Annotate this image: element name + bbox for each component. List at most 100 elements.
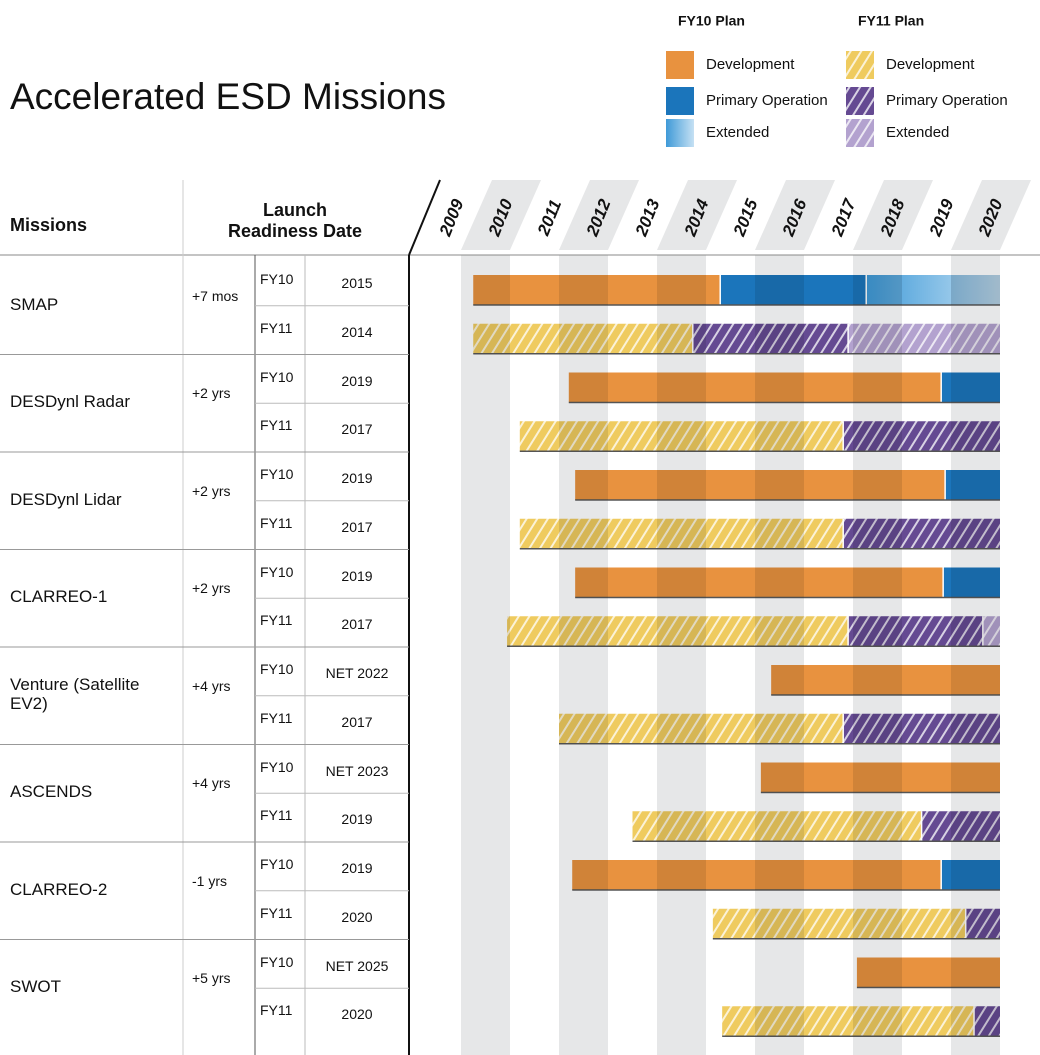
year-header-band bbox=[461, 180, 541, 250]
bar-segment bbox=[945, 470, 1000, 500]
bar-segment bbox=[941, 860, 1000, 890]
date: 2017 bbox=[341, 713, 373, 730]
band-shade bbox=[856, 957, 902, 988]
launch-header: Launch Readiness Date bbox=[220, 200, 370, 241]
mission-name: CLARREO-1 bbox=[10, 587, 108, 607]
date: 2017 bbox=[341, 421, 373, 438]
date: 2020 bbox=[341, 908, 373, 925]
year-label: 2009 bbox=[435, 196, 467, 240]
year-header-band bbox=[559, 180, 639, 250]
band-shade bbox=[853, 275, 902, 305]
bar-segment bbox=[473, 275, 721, 305]
plan: FY10 bbox=[260, 856, 294, 872]
band-shade bbox=[657, 323, 706, 354]
band-shade bbox=[657, 275, 706, 305]
bar-segment bbox=[843, 518, 1000, 549]
band-shade bbox=[657, 518, 706, 549]
bar-segment bbox=[974, 1006, 1000, 1037]
bar-segment bbox=[568, 372, 942, 403]
mission-name: DESDynl Radar bbox=[10, 392, 130, 412]
delta: +2 yrs bbox=[192, 385, 231, 402]
legend-label: Primary Operation bbox=[706, 92, 828, 109]
band-shade bbox=[755, 811, 804, 842]
band-shade bbox=[657, 713, 706, 744]
bar-segment bbox=[982, 616, 1000, 647]
band-shade bbox=[853, 860, 902, 890]
band-shade bbox=[951, 421, 1000, 452]
plan: FY11 bbox=[260, 1002, 293, 1019]
band-shade bbox=[853, 811, 902, 842]
band-shade bbox=[657, 567, 706, 598]
date: 2017 bbox=[341, 518, 373, 535]
band-shade bbox=[951, 762, 1000, 793]
plan: FY10 bbox=[260, 466, 294, 482]
delta: +2 yrs bbox=[192, 482, 231, 499]
bar-segment bbox=[519, 421, 844, 452]
date: 2019 bbox=[341, 372, 373, 389]
legend-swatch bbox=[666, 119, 694, 147]
band-shade bbox=[951, 860, 1000, 890]
delta: +5 yrs bbox=[192, 970, 231, 987]
band-shade bbox=[559, 518, 608, 549]
band-shade bbox=[559, 323, 608, 354]
bar-segment bbox=[848, 616, 983, 647]
band-shade bbox=[853, 567, 902, 598]
date: NET 2025 bbox=[325, 957, 389, 974]
band-shade bbox=[755, 908, 804, 939]
bar-segment bbox=[760, 762, 1000, 793]
date: NET 2022 bbox=[325, 665, 389, 681]
plan: FY11 bbox=[260, 514, 293, 531]
bar-segment bbox=[473, 323, 693, 354]
plan: FY11 bbox=[260, 319, 293, 336]
band-shade bbox=[755, 323, 804, 354]
bar-segment bbox=[559, 713, 844, 744]
band-shade bbox=[507, 616, 510, 647]
bar-segment bbox=[943, 567, 1000, 598]
mission-name: SMAP bbox=[10, 294, 59, 314]
delta: +2 yrs bbox=[192, 580, 231, 597]
band-shade bbox=[853, 616, 902, 647]
bar-segment bbox=[843, 421, 1000, 452]
legend-label: Primary Operation bbox=[886, 92, 1008, 109]
legend-swatch bbox=[846, 119, 874, 147]
mission-name: DESDynl Lidar bbox=[10, 489, 122, 509]
band-shade bbox=[853, 762, 902, 793]
bar-segment bbox=[921, 811, 1000, 842]
plan: FY11 bbox=[260, 612, 293, 629]
band-shade bbox=[853, 665, 902, 695]
legend-swatch bbox=[846, 87, 874, 115]
legend-label: Extended bbox=[706, 124, 769, 141]
band-shade bbox=[951, 665, 1000, 695]
band-shade bbox=[853, 713, 902, 744]
band-shade bbox=[657, 421, 706, 452]
band-shade bbox=[575, 567, 608, 598]
mission-name: SWOT bbox=[10, 977, 61, 997]
plan: FY10 bbox=[260, 368, 294, 385]
year-band bbox=[461, 255, 510, 1055]
band-shade bbox=[755, 713, 804, 744]
band-shade bbox=[657, 616, 706, 647]
bar-segment bbox=[965, 908, 1000, 939]
band-shade bbox=[559, 713, 608, 744]
legend-swatch bbox=[666, 51, 694, 79]
band-shade bbox=[853, 372, 902, 403]
year-label: 2019 bbox=[925, 196, 957, 240]
band-shade bbox=[657, 470, 706, 500]
band-shade bbox=[771, 665, 804, 695]
bar-segment bbox=[866, 275, 1000, 305]
band-shade bbox=[755, 518, 804, 549]
band-shade bbox=[853, 470, 902, 500]
bar-segment bbox=[632, 811, 922, 842]
date: 2019 bbox=[341, 567, 373, 584]
delta: -1 yrs bbox=[192, 872, 227, 889]
band-shade bbox=[951, 713, 1000, 744]
band-shade bbox=[951, 957, 1000, 988]
band-shade bbox=[568, 372, 608, 403]
bar-segment bbox=[712, 908, 966, 939]
date: NET 2023 bbox=[325, 762, 389, 779]
band-shade bbox=[951, 616, 1000, 647]
plan: FY10 bbox=[260, 953, 294, 970]
year-header-band bbox=[657, 180, 737, 250]
header-divider bbox=[408, 179, 441, 256]
